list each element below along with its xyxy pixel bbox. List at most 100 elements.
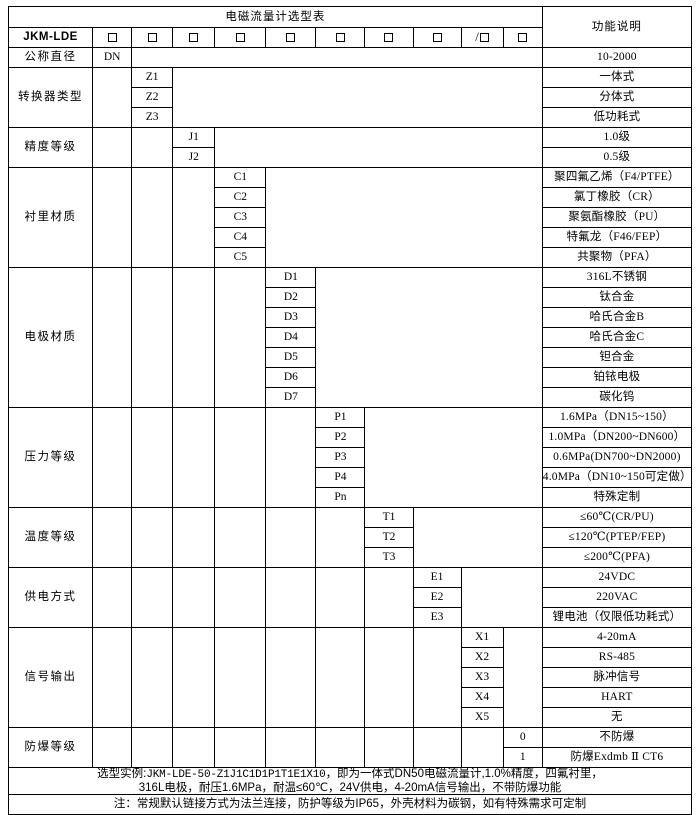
option-code[interactable]: D7 [265, 387, 317, 408]
option-code[interactable]: D6 [265, 367, 317, 388]
table-row: 温度等级 T1 ≤60℃(CR/PU) [7, 507, 693, 568]
option-description: 哈氏合金C [541, 327, 693, 348]
option-code[interactable]: D2 [265, 287, 317, 308]
option-code[interactable]: E2 [412, 587, 462, 608]
option-code[interactable]: X2 [460, 647, 504, 668]
code-checkbox[interactable] [235, 32, 245, 42]
option-description: 1.0级 [541, 127, 693, 148]
table-row: 公称直径 DN 10-2000 [7, 47, 693, 68]
blank-cell [364, 627, 414, 728]
option-code[interactable]: P1 [315, 407, 366, 428]
option-description: 0.5级 [541, 147, 693, 168]
blank-cell [131, 567, 174, 628]
example-label: 选型实例: [97, 768, 147, 780]
dn-prefix-label: DN [92, 47, 133, 68]
option-code[interactable]: T1 [364, 507, 414, 528]
code-slot-5[interactable] [265, 26, 317, 48]
blank-cell [92, 407, 133, 508]
option-code[interactable]: Z1 [131, 67, 174, 88]
option-code[interactable]: D3 [265, 307, 317, 328]
option-code[interactable]: X3 [460, 667, 504, 688]
option-code[interactable]: T2 [364, 527, 414, 548]
blank-cell [214, 727, 267, 768]
option-description: ≤120℃(PTEP/FEP) [541, 527, 693, 548]
category-8: 供电方式 [7, 567, 94, 628]
table-row: 信号输出 X1 4-20mA [7, 627, 693, 728]
option-code[interactable]: 0 [502, 727, 543, 748]
code-slot-7[interactable] [364, 26, 414, 48]
code-slot-1[interactable] [92, 26, 133, 48]
option-code[interactable]: E3 [412, 607, 462, 628]
option-code[interactable]: X4 [460, 687, 504, 708]
table-row: C3 聚氨酯橡胶（PU） [9, 207, 693, 228]
option-code[interactable]: P2 [315, 427, 366, 448]
option-code[interactable]: D4 [265, 327, 317, 348]
code-checkbox[interactable] [147, 32, 157, 42]
blank-cell [172, 567, 216, 628]
code-slot-8[interactable] [412, 26, 462, 48]
option-code[interactable]: P4 [315, 467, 366, 488]
table-row: E3 锂电池（仅限低功耗式） [9, 607, 693, 628]
blank-cell [265, 167, 543, 268]
blank-cell [131, 727, 174, 768]
example-text-1: ，即为一体式DN50电磁流量计,1.0%精度，四氟衬里， [325, 768, 603, 780]
option-code[interactable]: P3 [315, 447, 366, 468]
table-row: P3 0.6MPa(DN700~DN2000) [9, 447, 693, 468]
blank-cell [92, 67, 133, 128]
option-description: 哈氏合金B [541, 307, 693, 328]
option-code[interactable]: E1 [412, 567, 462, 588]
code-slot-3[interactable] [172, 26, 216, 48]
option-description: 220VAC [541, 587, 693, 608]
blank-cell [460, 727, 504, 768]
option-code[interactable]: C4 [214, 227, 267, 248]
code-checkbox[interactable] [432, 32, 442, 42]
table-row: 供电方式 E1 24VDC [7, 567, 693, 628]
blank-cell [214, 627, 267, 728]
selection-example-row: 选型实例:JKM-LDE-50-Z1J1C1D1P1T1E1X10，即为一体式D… [8, 767, 692, 795]
option-code[interactable]: X1 [460, 627, 504, 648]
blank-cell [131, 47, 543, 68]
option-code[interactable]: C5 [214, 247, 267, 268]
option-code[interactable]: Z3 [131, 107, 174, 128]
slash-separator: / [475, 29, 479, 45]
option-code[interactable]: X5 [460, 707, 504, 728]
blank-cell [172, 67, 543, 128]
code-slot-9[interactable]: / [460, 26, 504, 48]
blank-cell [364, 727, 414, 768]
code-slot-6[interactable] [315, 26, 366, 48]
option-description: 分体式 [541, 87, 693, 108]
table-row: 精度等级 J1 1.0级 [7, 127, 693, 168]
code-checkbox[interactable] [479, 32, 489, 42]
option-code[interactable]: C1 [214, 167, 267, 188]
option-description: 24VDC [541, 567, 693, 588]
option-code[interactable]: Z2 [131, 87, 174, 108]
code-slot-10[interactable] [502, 26, 543, 48]
option-code[interactable]: C3 [214, 207, 267, 228]
option-code[interactable]: Pn [315, 487, 366, 508]
option-code[interactable]: J2 [172, 147, 216, 168]
code-checkbox[interactable] [518, 32, 528, 42]
blank-cell [131, 627, 174, 728]
table-row: 压力等级 P1 1.6MPa（DN15~150） [7, 407, 693, 508]
blank-cell [412, 507, 543, 568]
code-checkbox[interactable] [189, 32, 199, 42]
option-code[interactable]: T3 [364, 547, 414, 568]
blank-cell [92, 167, 133, 268]
option-code[interactable]: D1 [265, 267, 317, 288]
option-code[interactable]: J1 [172, 127, 216, 148]
option-code[interactable]: 1 [502, 747, 543, 768]
code-slot-4[interactable] [214, 26, 267, 48]
blank-cell [265, 567, 317, 628]
code-checkbox[interactable] [286, 32, 296, 42]
option-code[interactable]: D5 [265, 347, 317, 368]
table-row: C5 共聚物（PFA） [9, 247, 693, 268]
code-checkbox[interactable] [335, 32, 345, 42]
code-checkbox[interactable] [107, 32, 117, 42]
code-slot-2[interactable] [131, 26, 174, 48]
table-row: X3 脉冲信号 [9, 667, 693, 688]
blank-cell [315, 567, 366, 628]
option-code[interactable]: C2 [214, 187, 267, 208]
option-description: ≤60℃(CR/PU) [541, 507, 693, 528]
code-checkbox[interactable] [384, 32, 394, 42]
